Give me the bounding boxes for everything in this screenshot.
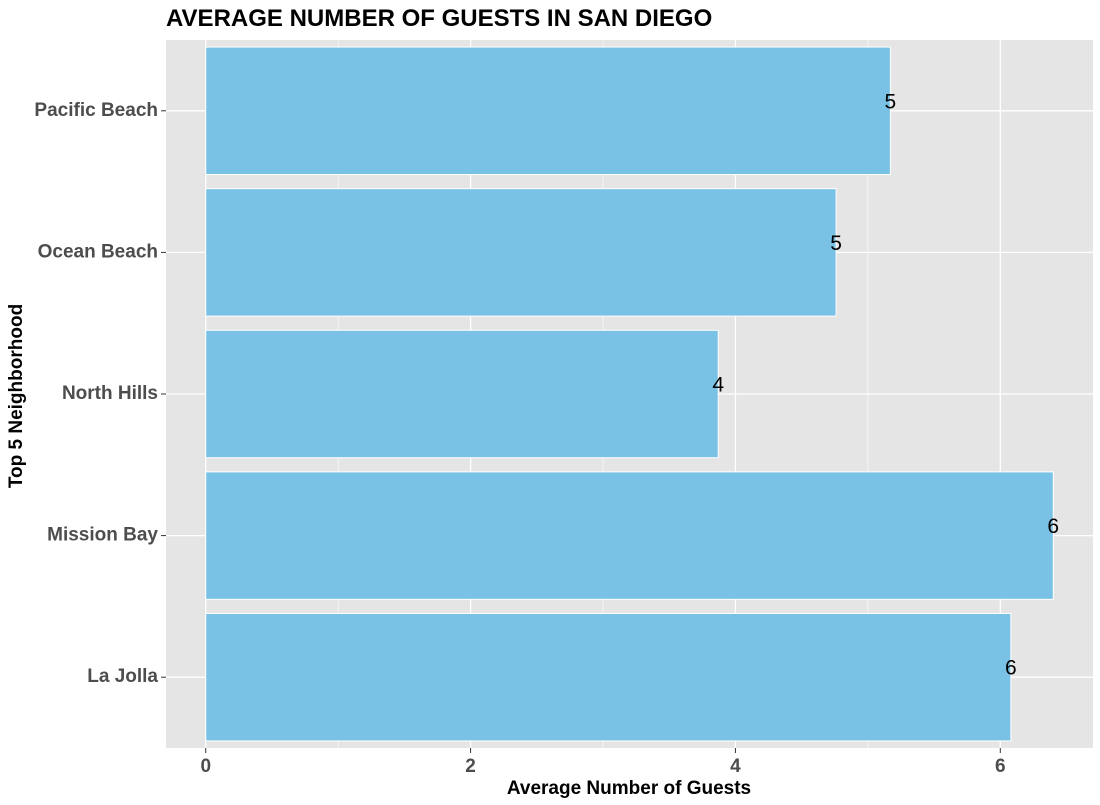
x-tick-label: 4 <box>730 756 741 777</box>
data-label: 6 <box>1005 657 1017 680</box>
x-tick-label: 6 <box>995 756 1006 777</box>
bar-north-hills <box>205 329 719 459</box>
data-label: 4 <box>712 374 724 397</box>
y-axis: La Jolla Mission Bay North Hills Ocean Beac… <box>34 100 166 687</box>
data-label: 5 <box>885 90 897 113</box>
y-tick-label: North Hills <box>62 383 158 404</box>
y-tick-label: Ocean Beach <box>38 241 158 262</box>
x-tick-label: 2 <box>465 756 476 777</box>
y-tick-label: Mission Bay <box>47 525 158 546</box>
bars <box>205 46 1054 742</box>
bar-ocean-beach <box>205 188 837 317</box>
chart-title: AVERAGE NUMBER OF GUESTS IN SAN DIEGO <box>166 5 712 32</box>
bar-mission-bay <box>205 471 1054 600</box>
x-axis: 0 2 4 6 <box>200 748 1006 777</box>
x-axis-title: Average Number of Guests <box>507 778 751 799</box>
x-tick-label: 0 <box>200 756 211 777</box>
data-label: 5 <box>830 232 842 255</box>
data-label: 6 <box>1047 515 1059 538</box>
y-tick-label: Pacific Beach <box>34 100 158 121</box>
y-tick-label: La Jolla <box>87 666 158 687</box>
data-labels: 6 6 4 5 5 <box>712 90 1059 679</box>
bar-la-jolla <box>205 612 1012 742</box>
y-axis-title: Top 5 Neighborhood <box>6 304 27 488</box>
bar-pacific-beach <box>205 46 891 176</box>
